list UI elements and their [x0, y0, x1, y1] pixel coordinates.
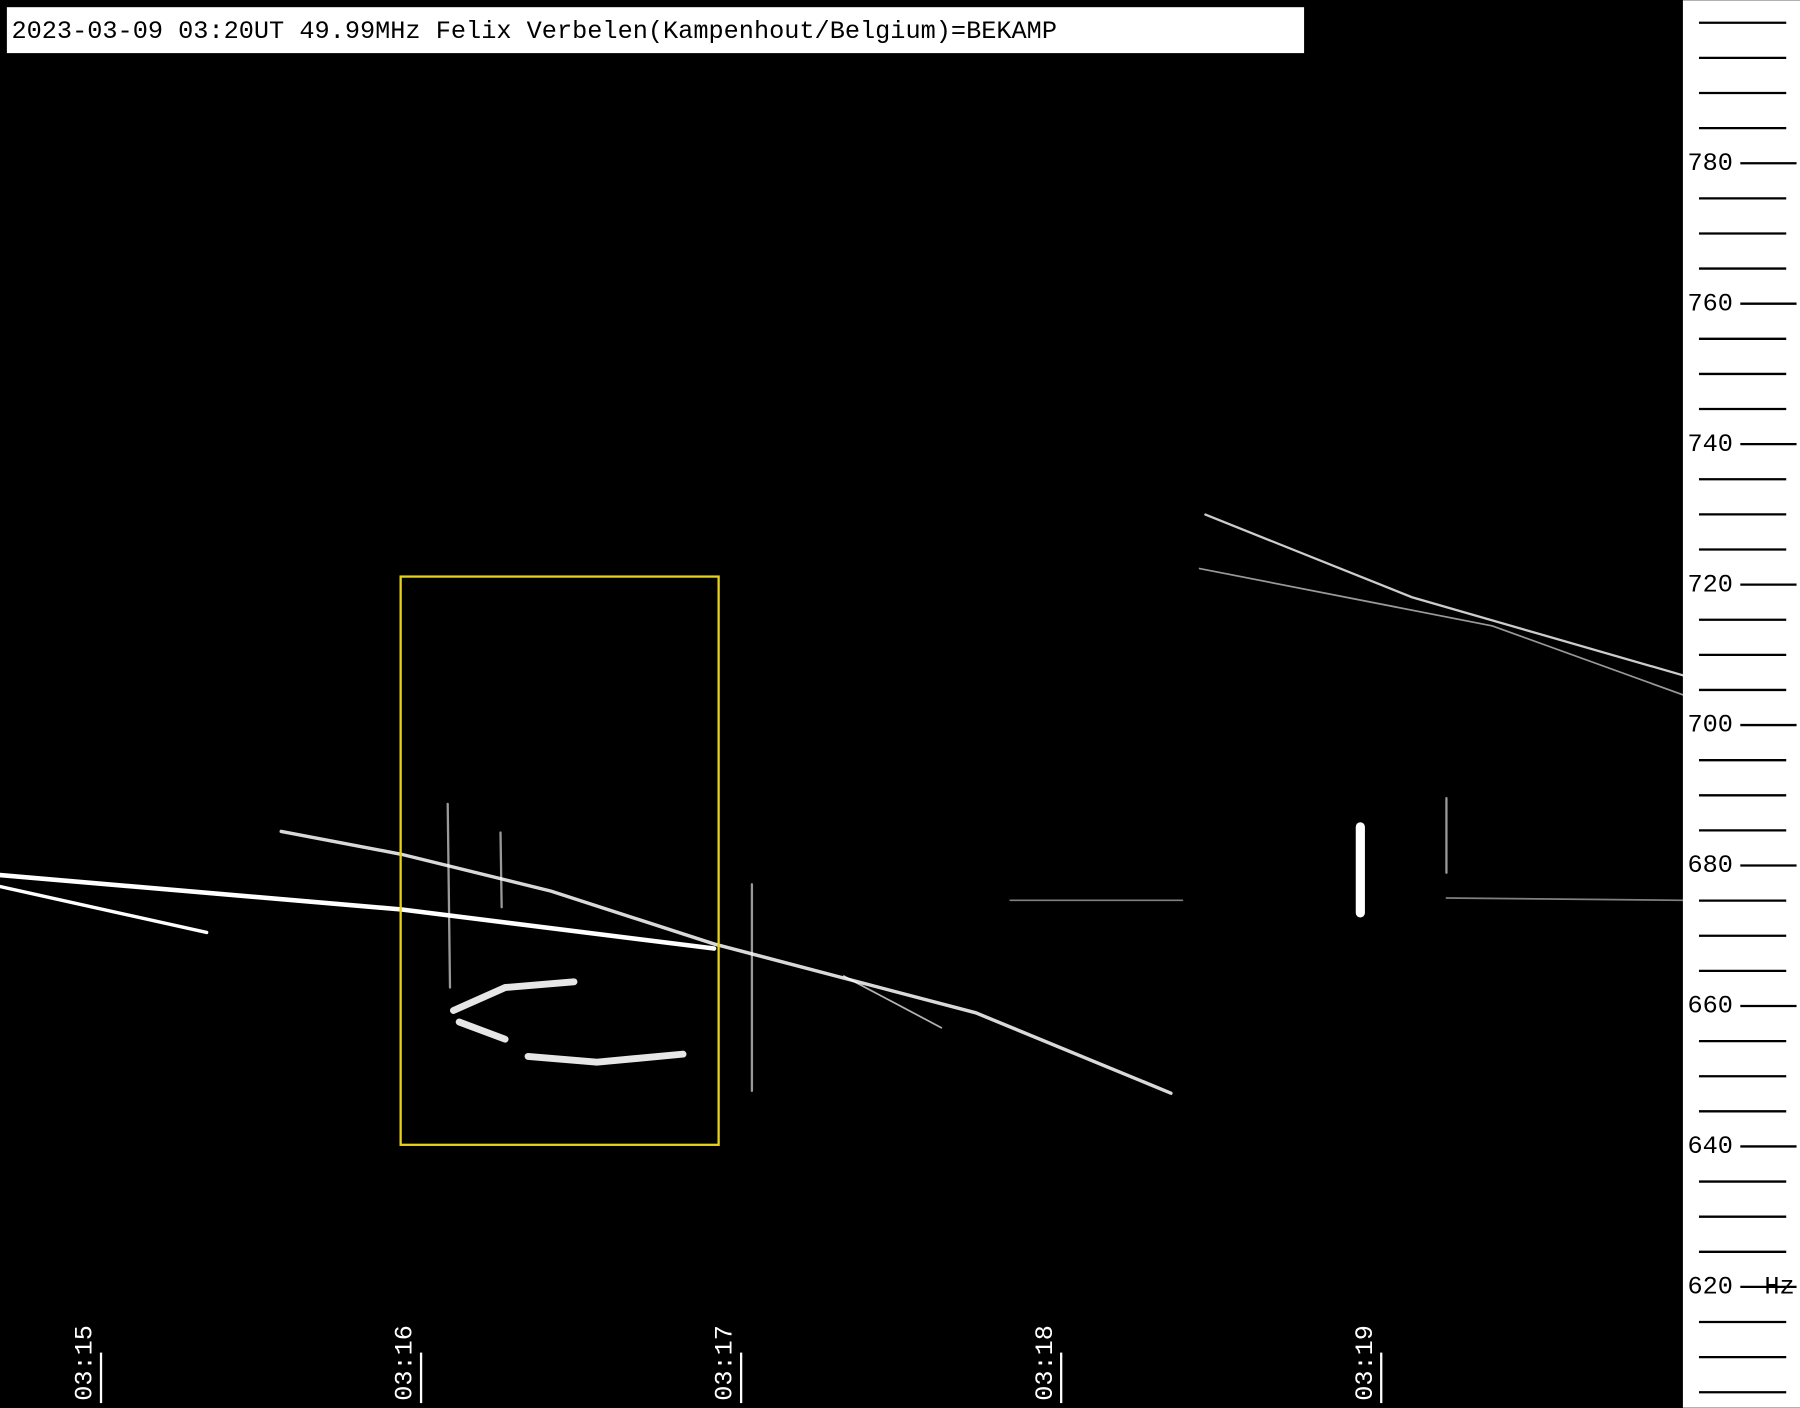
trace	[279, 829, 1173, 1095]
y-tick-label: 660	[1688, 992, 1733, 1021]
y-tick-label: 640	[1688, 1132, 1733, 1161]
y-tick-label: 780	[1688, 149, 1733, 178]
trace	[842, 975, 943, 1029]
y-unit: Hz	[1764, 1273, 1794, 1302]
trace	[0, 884, 209, 935]
y-tick-label: 720	[1688, 570, 1733, 599]
x-tick-label: 03:15	[71, 1325, 100, 1401]
trace	[446, 796, 1448, 1093]
y-tick-label: 760	[1688, 289, 1733, 318]
x-tick-label: 03:19	[1351, 1325, 1380, 1401]
spectrogram-area	[0, 0, 1683, 1407]
x-tick-label: 03:16	[391, 1325, 420, 1401]
x-tick-label: 03:18	[1031, 1325, 1060, 1401]
trace	[1204, 513, 1685, 677]
y-tick-label: 740	[1688, 430, 1733, 459]
frequency-axis	[1682, 0, 1800, 1408]
echo-traces	[0, 513, 1685, 1095]
trace	[1198, 567, 1684, 696]
highlight-box	[399, 575, 720, 1146]
chart-title: 2023-03-09 03:20UT 49.99MHz Felix Verbel…	[11, 17, 1057, 46]
title-box	[6, 7, 1305, 54]
y-tick-label: 620	[1688, 1273, 1733, 1302]
trace	[450, 978, 687, 1066]
y-tick-label: 700	[1688, 711, 1733, 740]
x-tick-label: 03:17	[711, 1325, 740, 1401]
y-tick-label: 680	[1688, 851, 1733, 880]
trace	[1009, 897, 1684, 902]
